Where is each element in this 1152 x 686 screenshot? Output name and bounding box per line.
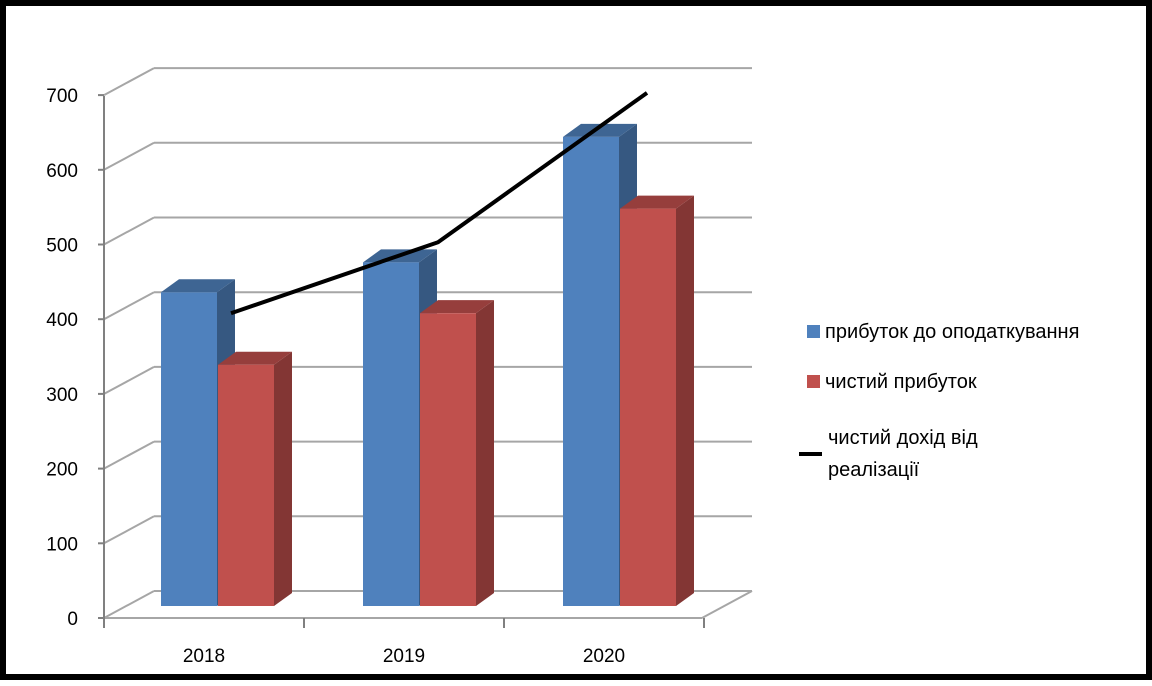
legend-label-revenue-line: чистий дохід від	[828, 427, 978, 449]
bar-side	[274, 352, 292, 606]
legend-label-net: чистий прибуток	[825, 371, 977, 393]
x-tick-label: 2019	[383, 646, 425, 667]
legend-swatch-pretax	[807, 325, 820, 338]
gridline-diag	[104, 516, 154, 543]
y-tick-label: 500	[46, 236, 78, 257]
bar-net-2019	[420, 300, 494, 606]
bar-side	[676, 196, 694, 606]
bar-net-2018	[218, 352, 292, 606]
bar-front	[363, 262, 419, 606]
y-tick-label: 700	[46, 86, 78, 107]
bar-front	[563, 137, 619, 606]
legend: прибуток до оподаткування чистий прибуток…	[799, 321, 1079, 481]
gridline-diag	[104, 591, 154, 618]
legend-item-net: чистий прибуток	[807, 371, 977, 393]
y-tick-label: 200	[46, 460, 78, 481]
legend-swatch-net	[807, 375, 820, 388]
x-tick-label: 2020	[583, 646, 625, 667]
legend-item-revenue: чистий дохід від реалізації	[799, 427, 978, 481]
bar-side	[476, 300, 494, 606]
bar-net-2020	[620, 196, 694, 606]
gridline-diag	[104, 143, 154, 170]
bar-front	[620, 209, 676, 606]
gridline-diag	[104, 218, 154, 245]
bar-front	[420, 313, 476, 606]
bars	[161, 124, 694, 606]
legend-label-pretax: прибуток до оподаткування	[825, 321, 1079, 343]
y-tick-label: 300	[46, 385, 78, 406]
gridline-diag	[104, 367, 154, 394]
y-tick-label: 600	[46, 161, 78, 182]
legend-swatch-revenue	[799, 452, 822, 456]
y-tick-label: 400	[46, 310, 78, 331]
legend-label-revenue-line: реалізації	[828, 459, 920, 481]
y-tick-label: 100	[46, 534, 78, 555]
gridline-diag	[104, 68, 154, 95]
x-tick-label: 2018	[183, 646, 225, 667]
y-tick-label: 0	[67, 609, 78, 630]
bar-front	[161, 292, 217, 606]
floor-right-edge	[702, 591, 752, 618]
gridline-diag	[104, 442, 154, 469]
gridline-diag	[104, 292, 154, 319]
chart: 0 100 200 300 400 500 600 700 2018 2019 2020 прибу…	[6, 6, 1152, 686]
bar-front	[218, 365, 274, 606]
legend-item-pretax: прибуток до оподаткування	[807, 321, 1079, 343]
